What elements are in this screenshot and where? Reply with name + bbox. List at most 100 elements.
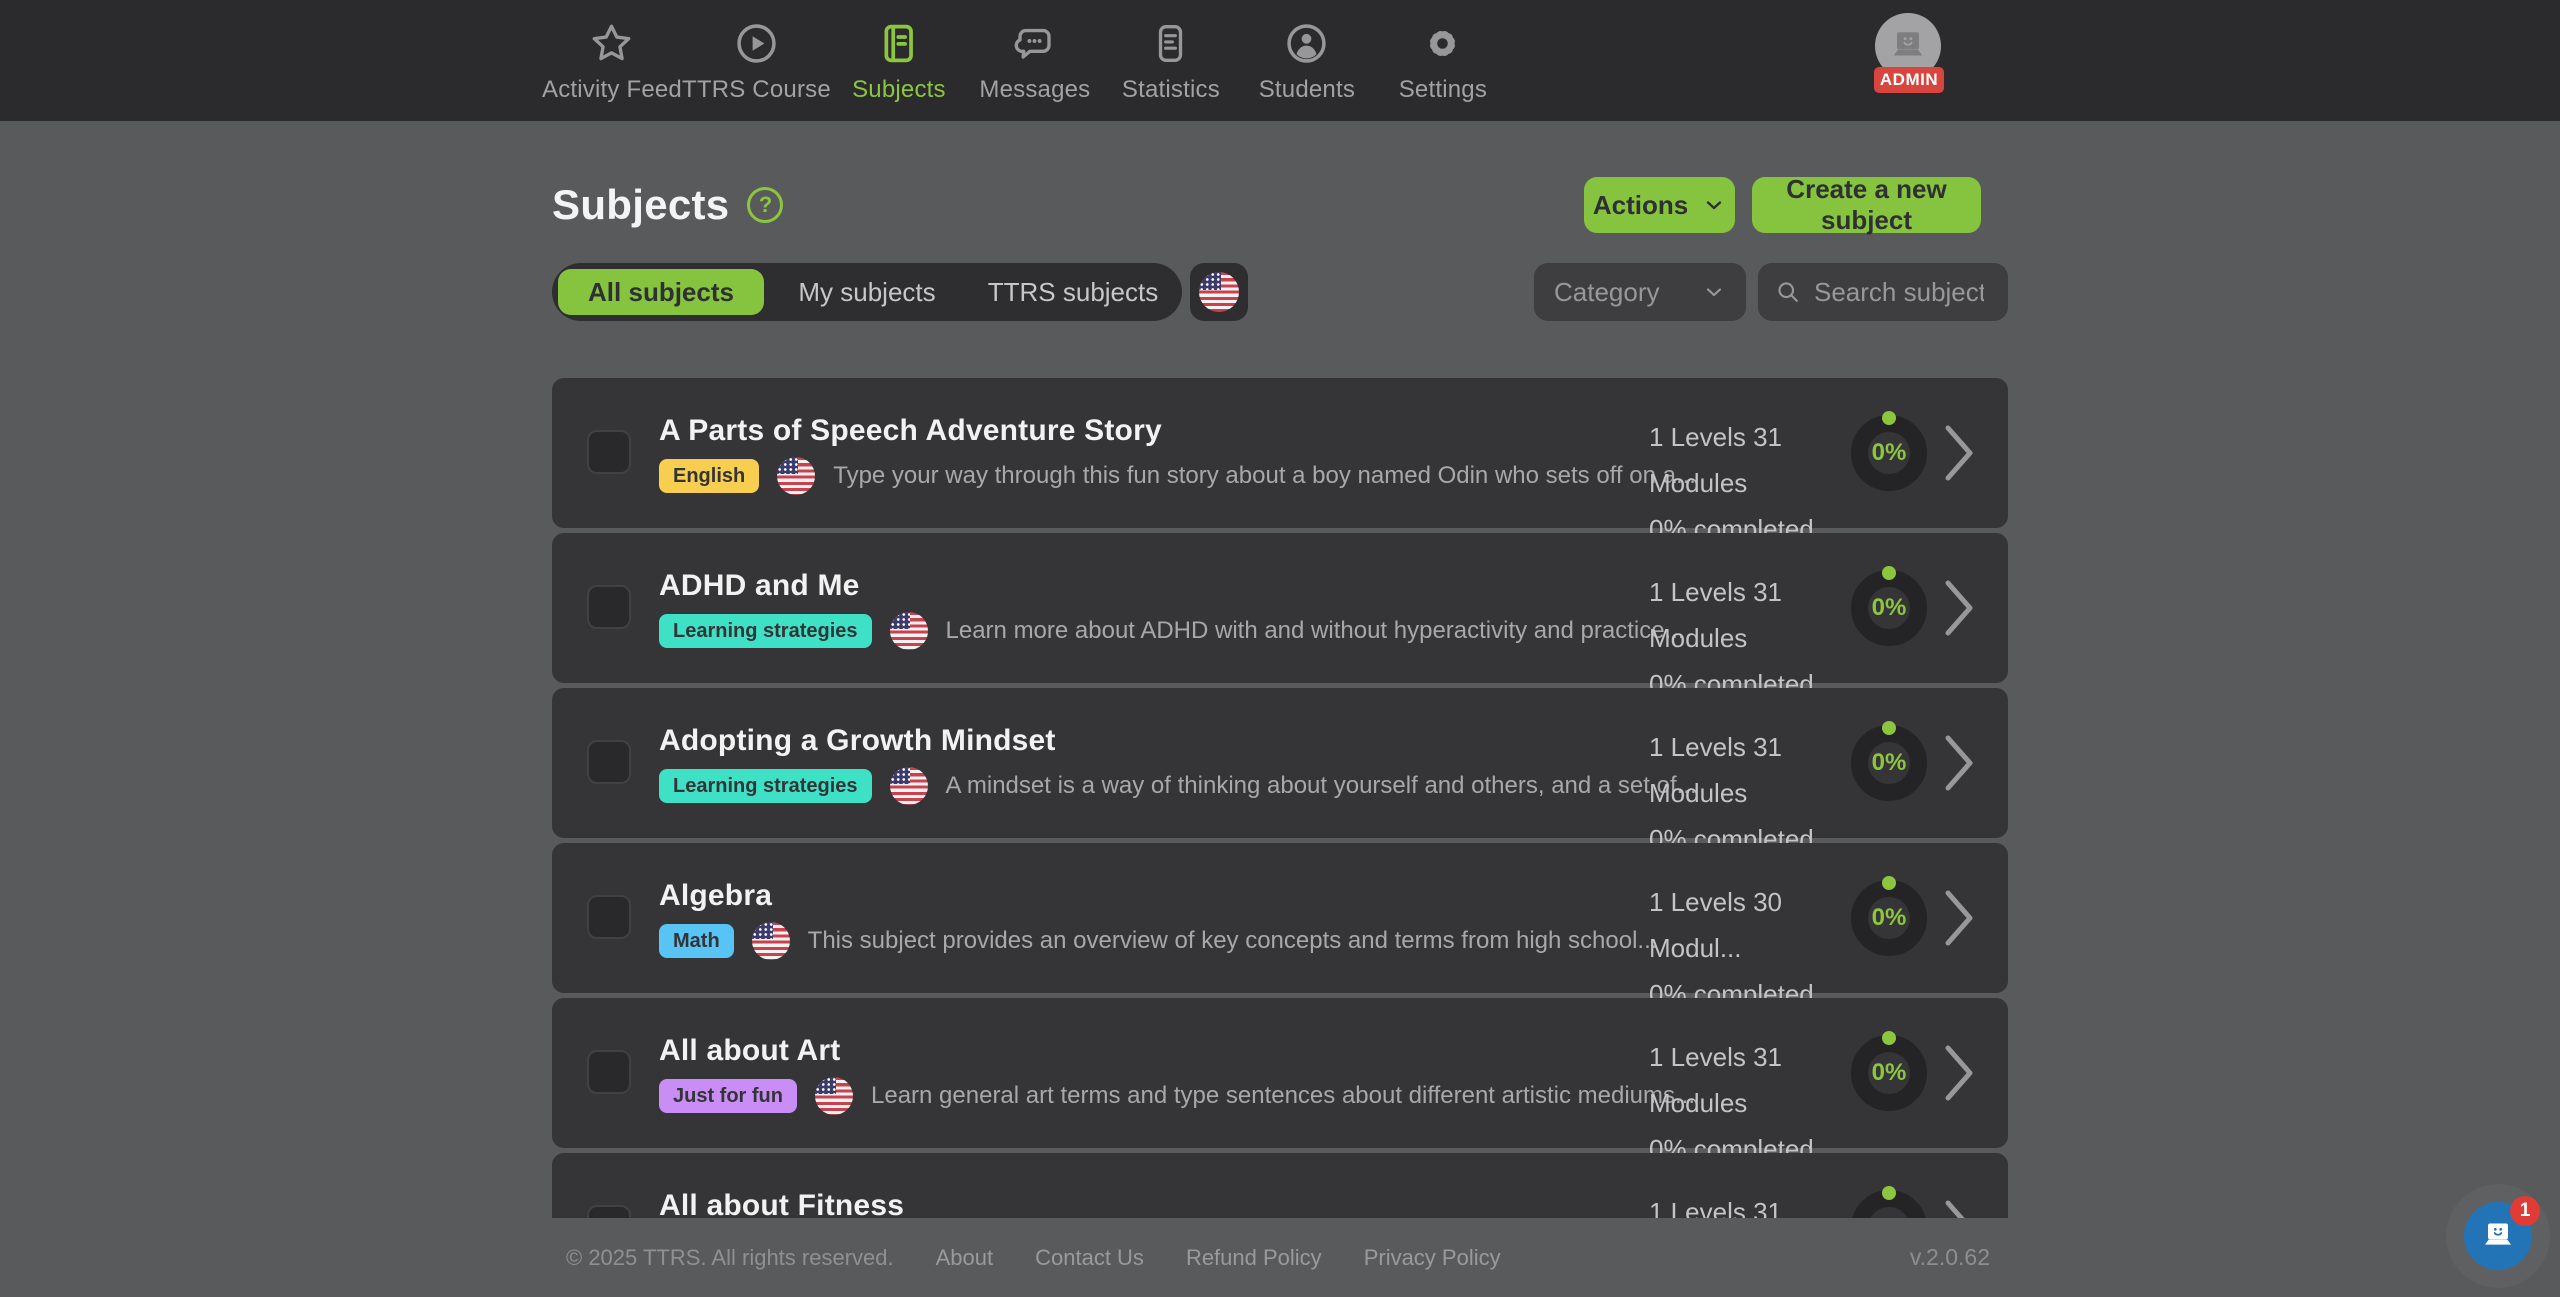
progress-donut: 0% xyxy=(1851,566,1927,646)
book-icon xyxy=(884,24,914,63)
subject-stats: 1 Levels 31 Modules 0% completed xyxy=(1649,724,1859,862)
create-subject-button[interactable]: Create a new subject xyxy=(1752,174,1981,235)
progress-donut: 0% xyxy=(1851,1031,1927,1111)
person-circle-icon xyxy=(1287,24,1327,63)
progress-percent: 0% xyxy=(1871,594,1907,621)
subject-title: ADHD and Me xyxy=(659,569,860,602)
support-chat-button[interactable]: 1 xyxy=(2446,1184,2550,1288)
subject-checkbox[interactable] xyxy=(587,585,631,629)
subject-stats: 1 Levels 30 Modul... 0% completed xyxy=(1649,879,1859,1017)
nav-item-messages[interactable]: Messages xyxy=(967,20,1103,104)
footer-link-privacy-policy[interactable]: Privacy Policy xyxy=(1363,1244,1501,1270)
tab-all-subjects[interactable]: All subjects xyxy=(558,269,764,315)
subject-checkbox[interactable] xyxy=(587,1050,631,1094)
nav-item-statistics[interactable]: Statistics xyxy=(1103,20,1239,104)
footer-link-about[interactable]: About xyxy=(935,1244,994,1270)
nav-label: Students xyxy=(1258,76,1356,103)
progress-dot xyxy=(1882,411,1896,425)
category-tag: Learning strategies xyxy=(659,769,872,803)
progress-dot xyxy=(1882,1186,1896,1200)
nav-label: Activity Feed xyxy=(542,76,682,103)
chevron-down-icon xyxy=(1706,288,1722,297)
progress-dot xyxy=(1882,1031,1896,1045)
progress-percent: 0% xyxy=(1871,439,1907,466)
report-icon xyxy=(1159,24,1183,63)
chevron-right-icon[interactable] xyxy=(1941,423,1977,483)
laptop-smiley-icon xyxy=(2485,1223,2511,1245)
admin-avatar[interactable]: ADMIN xyxy=(1874,13,1944,93)
subject-title: Adopting a Growth Mindset xyxy=(659,724,1056,757)
chat-bubble-icon xyxy=(1015,28,1052,59)
tab-ttrs-subjects[interactable]: TTRS subjects xyxy=(987,276,1159,307)
category-tag: Math xyxy=(659,924,734,958)
subject-title: Algebra xyxy=(659,879,773,912)
category-tag: Learning strategies xyxy=(659,614,872,648)
chevron-down-icon xyxy=(1706,201,1722,210)
footer-link-refund-policy[interactable]: Refund Policy xyxy=(1185,1244,1322,1270)
progress-donut: 0% xyxy=(1851,411,1927,491)
us-flag-icon xyxy=(1199,272,1239,312)
nav-item-subjects[interactable]: Subjects xyxy=(831,20,967,104)
progress-percent: 0% xyxy=(1871,904,1907,931)
category-dropdown[interactable]: Category xyxy=(1534,263,1746,321)
actions-button[interactable]: Actions xyxy=(1584,177,1735,233)
subject-checkbox[interactable] xyxy=(587,430,631,474)
progress-percent: 0% xyxy=(1871,749,1907,776)
nav-label: TTRS Course xyxy=(681,76,831,103)
progress-percent: 0% xyxy=(1871,1059,1907,1086)
admin-badge: ADMIN xyxy=(1874,67,1944,93)
subject-row[interactable]: A Parts of Speech Adventure Story Englis… xyxy=(552,378,2008,544)
search-box xyxy=(1758,263,2008,321)
us-flag-icon xyxy=(889,612,928,650)
help-icon[interactable]: ? xyxy=(747,187,784,223)
nav-item-ttrs-course[interactable]: TTRS Course xyxy=(682,20,831,104)
subject-description: A mindset is a way of thinking about you… xyxy=(945,772,1697,799)
progress-dot xyxy=(1882,566,1896,580)
subject-row[interactable]: Algebra Math This subject provides an ov… xyxy=(552,843,2008,1009)
us-flag-icon xyxy=(777,457,816,495)
subject-checkbox[interactable] xyxy=(587,740,631,784)
tab-my-subjects[interactable]: My subjects xyxy=(798,276,936,307)
us-flag-icon xyxy=(815,1077,853,1115)
levels-modules: 1 Levels 31 Modules xyxy=(1649,577,1782,653)
progress-dot xyxy=(1882,876,1896,890)
subject-title: All about Fitness xyxy=(659,1189,905,1222)
subject-row[interactable]: Adopting a Growth Mindset Learning strat… xyxy=(552,688,2008,854)
chevron-right-icon[interactable] xyxy=(1941,888,1977,948)
play-circle-icon xyxy=(737,24,776,63)
subjects-tabs: All subjects My subjects TTRS subjects xyxy=(552,263,1182,321)
nav-label: Statistics xyxy=(1121,76,1220,103)
nav-item-settings[interactable]: Settings xyxy=(1375,20,1511,104)
subject-stats: 1 Levels 31 Modules 0% completed xyxy=(1649,569,1859,707)
subject-description: This subject provides an overview of key… xyxy=(807,927,1658,954)
search-input[interactable] xyxy=(1814,276,1984,308)
search-icon xyxy=(1778,282,1798,302)
chevron-right-icon[interactable] xyxy=(1941,1043,1977,1103)
subject-list: A Parts of Speech Adventure Story Englis… xyxy=(552,378,2008,1297)
levels-modules: 1 Levels 31 Modules xyxy=(1649,732,1782,808)
subject-checkbox[interactable] xyxy=(587,895,631,939)
chevron-right-icon[interactable] xyxy=(1941,733,1977,793)
nav-label: Messages xyxy=(979,76,1091,103)
copyright: © 2025 TTRS. All rights reserved. xyxy=(566,1244,894,1270)
chevron-right-icon[interactable] xyxy=(1941,578,1977,638)
create-subject-button-label: Create a new subject xyxy=(1786,174,1947,235)
top-header: Activity Feed TTRS Course Subjects xyxy=(0,0,2560,121)
nav-item-activity-feed[interactable]: Activity Feed xyxy=(542,20,682,104)
progress-donut: 0% xyxy=(1851,876,1927,956)
subject-stats: 1 Levels 31 Modules 0% completed xyxy=(1649,414,1859,552)
subject-row[interactable]: ADHD and Me Learning strategies Learn mo… xyxy=(552,533,2008,699)
language-filter-button[interactable] xyxy=(1190,263,1248,321)
page-title: Subjects xyxy=(552,181,730,228)
nav-label: Settings xyxy=(1398,76,1488,103)
footer-link-contact-us[interactable]: Contact Us xyxy=(1035,1244,1144,1270)
us-flag-icon xyxy=(889,767,928,805)
levels-modules: 1 Levels 31 Modules xyxy=(1649,422,1782,498)
nav-item-students[interactable]: Students xyxy=(1239,20,1375,104)
category-tag: Just for fun xyxy=(659,1079,797,1113)
subject-row[interactable]: All about Art Just for fun Learn general… xyxy=(552,998,2008,1164)
subject-stats: 1 Levels 31 Modules 0% completed xyxy=(1649,1034,1859,1172)
actions-button-label: Actions xyxy=(1592,189,1689,220)
star-icon xyxy=(593,24,631,61)
levels-modules: 1 Levels 30 Modul... xyxy=(1649,887,1782,963)
